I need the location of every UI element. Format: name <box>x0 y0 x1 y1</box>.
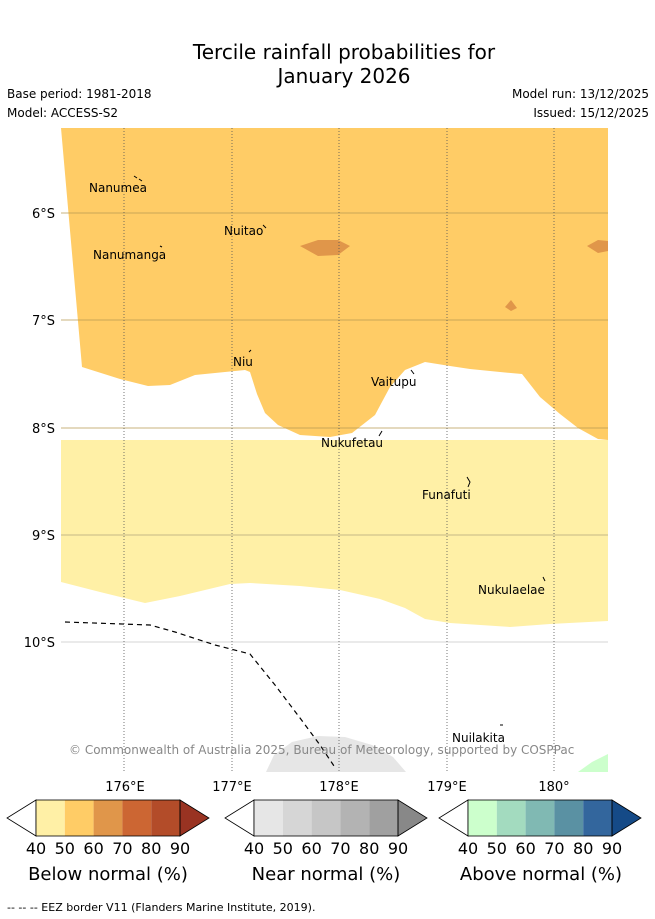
region-below-50 <box>61 128 608 440</box>
below-swatch-80 <box>151 800 180 836</box>
lon-label-180: 180° <box>538 780 569 795</box>
near-tick-40: 40 <box>244 839 264 858</box>
below-swatch-60 <box>93 800 123 836</box>
below-tick-80: 80 <box>141 839 161 858</box>
region-below-60-c <box>505 300 517 311</box>
label-niu: Niu <box>233 355 253 369</box>
above-outline <box>467 799 613 837</box>
above-swatch-70 <box>554 800 584 836</box>
title-line-1: Tercile rainfall probabilities for <box>192 40 496 64</box>
lat-label-9s: 9°S <box>32 529 55 544</box>
colorbar-below-normal: 40 50 60 70 80 90 <box>6 799 210 858</box>
model-name: Model: ACCESS-S2 <box>7 106 119 120</box>
region-below-60-b <box>587 240 608 253</box>
below-over-triangle <box>179 799 210 837</box>
lon-label-177e: 177°E <box>212 780 252 795</box>
above-swatch-40 <box>468 800 497 836</box>
region-above-40 <box>578 754 608 772</box>
label-nukufetau: Nukufetau <box>321 436 383 450</box>
near-swatch-80 <box>369 800 398 836</box>
title-line-2: January 2026 <box>277 64 411 88</box>
island-nukufetau-shape <box>378 430 383 437</box>
label-vaitupu: Vaitupu <box>371 375 417 389</box>
colorbar-above-normal: 40 50 60 70 80 90 <box>438 799 642 858</box>
near-swatch-70 <box>340 800 370 836</box>
near-outline <box>253 799 399 837</box>
chart-title: Tercile rainfall probabilities for Janua… <box>0 40 655 88</box>
below-outline <box>35 799 181 837</box>
label-nanumanga: Nanumanga <box>93 248 166 262</box>
above-tick-80: 80 <box>573 839 593 858</box>
label-funafuti: Funafuti <box>422 488 471 502</box>
above-swatch-60 <box>525 800 555 836</box>
above-over-triangle <box>611 799 642 837</box>
eez-border <box>64 621 337 770</box>
below-swatch-40 <box>36 800 65 836</box>
label-nuitao: Nuitao <box>224 224 263 238</box>
island-nanumanga-shape <box>159 245 163 248</box>
model-run: Model run: 13/12/2025 <box>511 87 649 101</box>
below-tick-70: 70 <box>112 839 132 858</box>
map-panel: Nanumea Nuitao Nanumanga Niu Vaitupu Nuk… <box>61 128 608 772</box>
eez-footnote: -- -- -- EEZ border V11 (Flanders Marine… <box>7 901 315 914</box>
legend-title-near: Near normal (%) <box>252 864 401 885</box>
issued-date: Issued: 15/12/2025 <box>533 106 649 120</box>
region-near-40 <box>266 736 406 772</box>
near-tick-70: 70 <box>330 839 350 858</box>
island-vaitupu-shape <box>410 369 415 375</box>
above-under-triangle <box>438 799 469 837</box>
copyright-notice: © Commonwealth of Australia 2025, Bureau… <box>69 743 574 757</box>
above-tick-60: 60 <box>515 839 535 858</box>
island-funafuti-shape <box>466 476 471 488</box>
above-tick-90: 90 <box>602 839 622 858</box>
island-nuitao-shape <box>262 224 267 229</box>
colorbar-near-normal: 40 50 60 70 80 90 <box>224 799 428 858</box>
near-tick-90: 90 <box>388 839 408 858</box>
lon-label-178e: 178°E <box>319 780 359 795</box>
below-tick-50: 50 <box>55 839 75 858</box>
above-swatch-50 <box>496 800 526 836</box>
region-below-40 <box>61 358 608 627</box>
near-under-triangle <box>224 799 255 837</box>
above-tick-40: 40 <box>458 839 478 858</box>
below-tick-40: 40 <box>26 839 46 858</box>
region-below-60-a <box>300 240 350 256</box>
near-swatch-50 <box>282 800 312 836</box>
label-nukulaelae: Nukulaelae <box>478 583 545 597</box>
near-swatch-60 <box>311 800 341 836</box>
below-swatch-50 <box>64 800 94 836</box>
legend-title-above: Above normal (%) <box>460 864 622 885</box>
island-nanumea-shape <box>133 175 143 182</box>
above-tick-50: 50 <box>487 839 507 858</box>
below-tick-90: 90 <box>170 839 190 858</box>
lat-label-10s: 10°S <box>24 636 55 651</box>
above-tick-70: 70 <box>544 839 564 858</box>
legend-title-below: Below normal (%) <box>28 864 188 885</box>
island-niu-shape <box>248 349 252 353</box>
below-tick-60: 60 <box>83 839 103 858</box>
lon-label-179e: 179°E <box>427 780 467 795</box>
island-nukulaelae-shape <box>542 576 546 582</box>
base-period: Base period: 1981-2018 <box>7 87 152 101</box>
near-tick-60: 60 <box>301 839 321 858</box>
label-nanumea: Nanumea <box>89 181 147 195</box>
lat-label-6s: 6°S <box>32 207 55 222</box>
below-swatch-70 <box>122 800 152 836</box>
near-tick-50: 50 <box>273 839 293 858</box>
near-over-triangle <box>397 799 428 837</box>
above-swatch-80 <box>583 800 612 836</box>
near-swatch-40 <box>254 800 283 836</box>
lat-label-7s: 7°S <box>32 314 55 329</box>
below-under-triangle <box>6 799 37 837</box>
lat-label-8s: 8°S <box>32 422 55 437</box>
near-tick-80: 80 <box>359 839 379 858</box>
lon-label-176e: 176°E <box>105 780 145 795</box>
label-nuilakita: Nuilakita <box>452 731 505 745</box>
